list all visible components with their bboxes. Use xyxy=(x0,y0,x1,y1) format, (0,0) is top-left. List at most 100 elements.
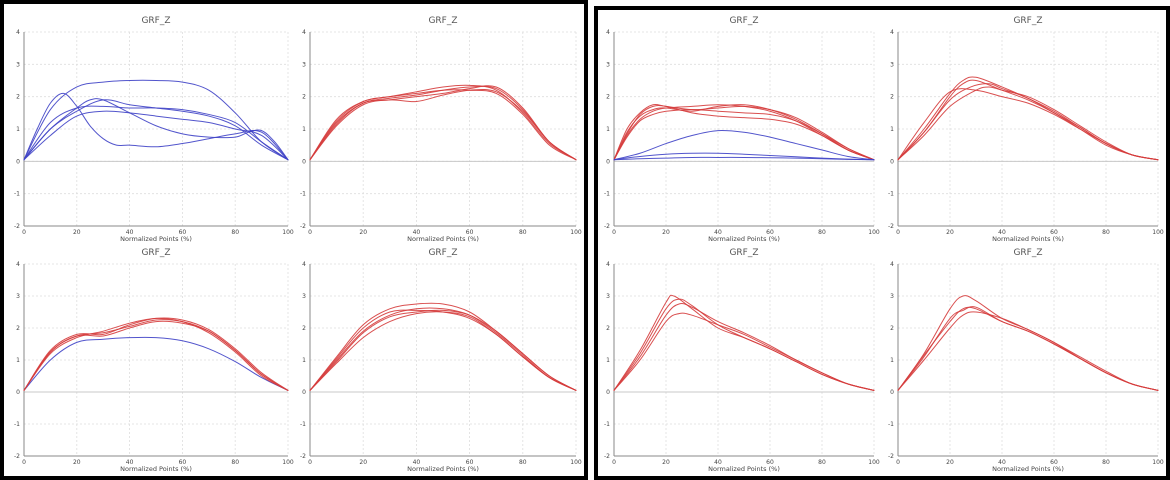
y-tick-label: 4 xyxy=(302,261,306,268)
chart-title: GRF_Z xyxy=(729,248,758,258)
x-tick-label: 80 xyxy=(818,459,826,466)
x-axis-label: Normalized Points (%) xyxy=(407,465,479,473)
y-tick-label: 4 xyxy=(606,261,610,268)
chart-top-right: 0 20 40 60 80 100 -2 -1 0 1 2 3 4 GRF_Z Normalized Poi… xyxy=(294,10,584,246)
y-tick-label: 0 xyxy=(302,389,306,396)
x-tick-label: 60 xyxy=(179,229,187,236)
y-tick-label: 4 xyxy=(16,261,20,268)
y-tick-label: -2 xyxy=(888,453,894,460)
grf-z-chart-svg: 0 20 40 60 80 100 -2 -1 0 1 2 3 4 GRF_Z Normalized Poi… xyxy=(14,248,294,473)
x-tick-label: 20 xyxy=(73,459,81,466)
y-tick-label: 0 xyxy=(890,389,894,396)
x-tick-label: 0 xyxy=(308,229,312,236)
x-tick-label: 100 xyxy=(868,229,880,236)
y-tick-label: -1 xyxy=(604,191,610,198)
x-axis-label: Normalized Points (%) xyxy=(708,235,780,243)
chart-top-left: 0 20 40 60 80 100 -2 -1 0 1 2 3 4 GRF_Z Normalized Poi… xyxy=(598,10,882,246)
x-tick-label: 100 xyxy=(1152,229,1164,236)
y-tick-label: -2 xyxy=(604,453,610,460)
y-tick-label: 4 xyxy=(890,261,894,268)
grf-z-chart-svg: 0 20 40 60 80 100 -2 -1 0 1 2 3 4 GRF_Z Normalized Poi… xyxy=(300,16,582,243)
red-trial-line xyxy=(613,109,875,161)
x-tick-label: 60 xyxy=(466,459,474,466)
red-trial-line xyxy=(897,76,1159,161)
y-tick-label: 3 xyxy=(302,293,306,300)
y-tick-label: 3 xyxy=(890,293,894,300)
y-tick-label: 0 xyxy=(302,158,306,165)
blue-trial-line xyxy=(613,156,875,161)
y-tick-label: -2 xyxy=(14,453,20,460)
x-tick-label: 60 xyxy=(466,229,474,236)
y-tick-label: -1 xyxy=(888,191,894,198)
x-tick-label: 100 xyxy=(282,229,294,236)
x-tick-label: 40 xyxy=(126,229,134,236)
blue-trial-line xyxy=(613,152,875,161)
y-tick-label: 1 xyxy=(606,357,610,364)
x-tick-label: 80 xyxy=(1102,229,1110,236)
x-tick-label: 0 xyxy=(612,229,616,236)
red-trial-line xyxy=(23,317,289,391)
x-tick-label: 100 xyxy=(282,459,294,466)
chart-top-right: 0 20 40 60 80 100 -2 -1 0 1 2 3 4 GRF_Z Normalized Poi… xyxy=(882,10,1166,246)
right-figure-panel: 0 20 40 60 80 100 -2 -1 0 1 2 3 4 GRF_Z Normalized Poi… xyxy=(594,6,1170,480)
y-tick-label: 1 xyxy=(302,126,306,133)
grf-z-chart-svg: 0 20 40 60 80 100 -2 -1 0 1 2 3 4 GRF_Z Normalized Poi… xyxy=(14,16,294,243)
x-tick-label: 80 xyxy=(519,229,527,236)
y-tick-label: 2 xyxy=(302,94,306,101)
y-tick-label: -1 xyxy=(300,421,306,428)
x-tick-label: 60 xyxy=(766,459,774,466)
chart-title: GRF_Z xyxy=(141,16,170,26)
red-trial-line xyxy=(613,298,875,391)
chart-title: GRF_Z xyxy=(1013,248,1042,258)
x-tick-label: 60 xyxy=(766,229,774,236)
x-tick-label: 60 xyxy=(1050,459,1058,466)
y-tick-label: -1 xyxy=(14,421,20,428)
x-tick-label: 20 xyxy=(359,229,367,236)
y-tick-label: 3 xyxy=(302,61,306,68)
x-axis-label: Normalized Points (%) xyxy=(992,235,1064,243)
red-trial-line xyxy=(613,294,875,391)
y-tick-label: 0 xyxy=(890,158,894,165)
x-tick-label: 100 xyxy=(1152,459,1164,466)
red-trial-line xyxy=(613,103,875,161)
grf-z-chart-svg: 0 20 40 60 80 100 -2 -1 0 1 2 3 4 GRF_Z Normalized Poi… xyxy=(604,16,880,243)
red-trial-line xyxy=(897,83,1159,161)
red-trial-line xyxy=(897,311,1159,391)
y-tick-label: 2 xyxy=(606,325,610,332)
red-trial-line xyxy=(23,319,289,391)
chart-title: GRF_Z xyxy=(428,248,457,258)
chart-top-left: 0 20 40 60 80 100 -2 -1 0 1 2 3 4 GRF_Z Normalized Poi… xyxy=(8,10,296,246)
blue-trial-line xyxy=(23,110,289,161)
x-tick-label: 20 xyxy=(662,459,670,466)
y-tick-label: 3 xyxy=(606,61,610,68)
red-trial-line xyxy=(613,303,875,391)
x-tick-label: 40 xyxy=(413,459,421,466)
x-tick-label: 80 xyxy=(231,229,239,236)
grf-z-chart-svg: 0 20 40 60 80 100 -2 -1 0 1 2 3 4 GRF_Z Normalized Poi… xyxy=(300,248,582,473)
red-trial-line xyxy=(309,311,577,391)
y-tick-label: 3 xyxy=(890,61,894,68)
chart-title: GRF_Z xyxy=(141,248,170,258)
red-trial-line xyxy=(309,309,577,391)
y-tick-label: -1 xyxy=(14,191,20,198)
x-axis-label: Normalized Points (%) xyxy=(120,235,192,243)
y-tick-label: 3 xyxy=(16,61,20,68)
y-tick-label: 2 xyxy=(890,325,894,332)
y-tick-label: 3 xyxy=(606,293,610,300)
y-tick-label: 4 xyxy=(302,29,306,36)
blue-trial-line xyxy=(613,129,875,161)
x-tick-label: 20 xyxy=(73,229,81,236)
blue-trial-line xyxy=(23,99,289,161)
y-tick-label: 0 xyxy=(16,389,20,396)
y-tick-label: 1 xyxy=(890,357,894,364)
chart-bottom-right: 0 20 40 60 80 100 -2 -1 0 1 2 3 4 GRF_Z Normalized Poi… xyxy=(882,242,1166,476)
y-tick-label: 1 xyxy=(16,126,20,133)
blue-trial-line xyxy=(23,79,289,161)
x-tick-label: 40 xyxy=(998,459,1006,466)
x-tick-label: 80 xyxy=(519,459,527,466)
red-trial-line xyxy=(309,88,577,161)
x-axis-label: Normalized Points (%) xyxy=(992,465,1064,473)
blue-trial-line xyxy=(23,98,289,161)
y-tick-label: 1 xyxy=(16,357,20,364)
y-tick-label: 4 xyxy=(606,29,610,36)
